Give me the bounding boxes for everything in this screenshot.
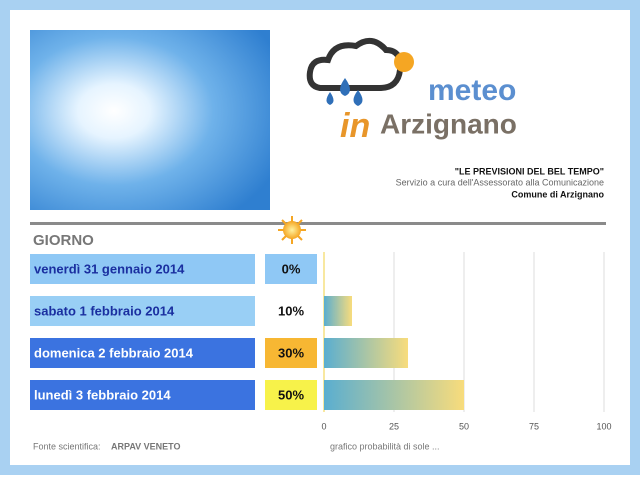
day-label: venerdì 31 gennaio 2014 [34,261,185,276]
x-tick-label: 25 [389,421,399,431]
day-box [30,338,255,368]
sky-photo [30,30,270,210]
logo-cloud [306,37,414,106]
service: Servizio a cura dell'Assessorato alla Co… [396,177,604,187]
day-label: domenica 2 febbraio 2014 [34,345,194,360]
category-header: GIORNO [33,232,94,249]
logo-word: meteo [428,74,516,107]
day-label: sabato 1 febbraio 2014 [34,303,175,318]
day-label: lunedì 3 febbraio 2014 [34,387,171,402]
logo-in: in [340,107,370,145]
percent-label: 30% [278,345,304,360]
day-box [30,380,255,410]
day-box [30,296,255,326]
bar [324,338,408,368]
percent-box [265,338,317,368]
x-tick-label: 100 [596,421,611,431]
x-axis-label: grafico probabilità di sole ... [330,441,440,451]
divider [30,222,606,225]
comune: Comune di Arzignano [511,189,604,199]
percent-label: 10% [278,303,304,318]
source: ARPAV VENETO [111,441,181,451]
source-label: Fonte scientifica: [33,441,101,451]
x-tick-label: 75 [529,421,539,431]
percent-box [265,380,317,410]
x-tick-label: 0 [321,421,326,431]
percent-box [265,254,317,284]
sun-icon [278,216,306,244]
bar [324,380,464,410]
logo-town: Arzignano [380,108,517,139]
percent-label: 50% [278,387,304,402]
x-tick-label: 50 [459,421,469,431]
day-box [30,254,255,284]
tagline: "LE PREVISIONI DEL BEL TEMPO" [455,166,604,176]
bar [324,296,352,326]
percent-label: 0% [282,261,301,276]
percent-box [265,296,317,326]
